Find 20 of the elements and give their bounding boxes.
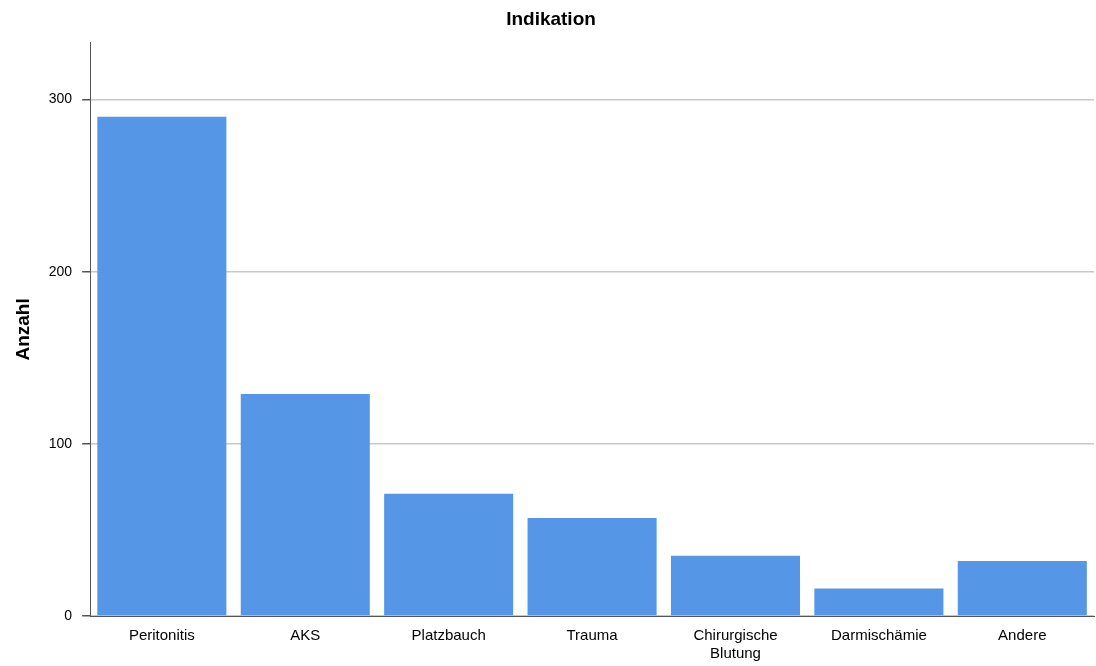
y-tick-label: 300: [48, 90, 73, 107]
y-tick-label: 0: [64, 606, 73, 623]
bar: [240, 393, 370, 616]
x-tick-label: Chirurgische Blutung: [693, 626, 778, 662]
chart-title: Indikation: [506, 7, 596, 29]
bar: [384, 493, 514, 616]
x-tick-label: Andere: [998, 626, 1047, 644]
bar: [670, 555, 801, 616]
x-tick-label: Platzbauch: [411, 626, 486, 644]
y-axis-title: Anzahl: [11, 298, 33, 361]
y-tick-label: 100: [48, 434, 73, 451]
y-tick-label: 200: [48, 262, 73, 279]
x-tick-label: Trauma: [566, 626, 619, 644]
x-tick-label: AKS: [290, 626, 321, 644]
bar: [97, 116, 227, 616]
x-tick-label: Peritonitis: [128, 626, 195, 644]
bar: [527, 517, 657, 616]
bar: [957, 560, 1087, 616]
bar: [814, 588, 944, 616]
x-tick-label: Darmischämie: [830, 626, 927, 644]
